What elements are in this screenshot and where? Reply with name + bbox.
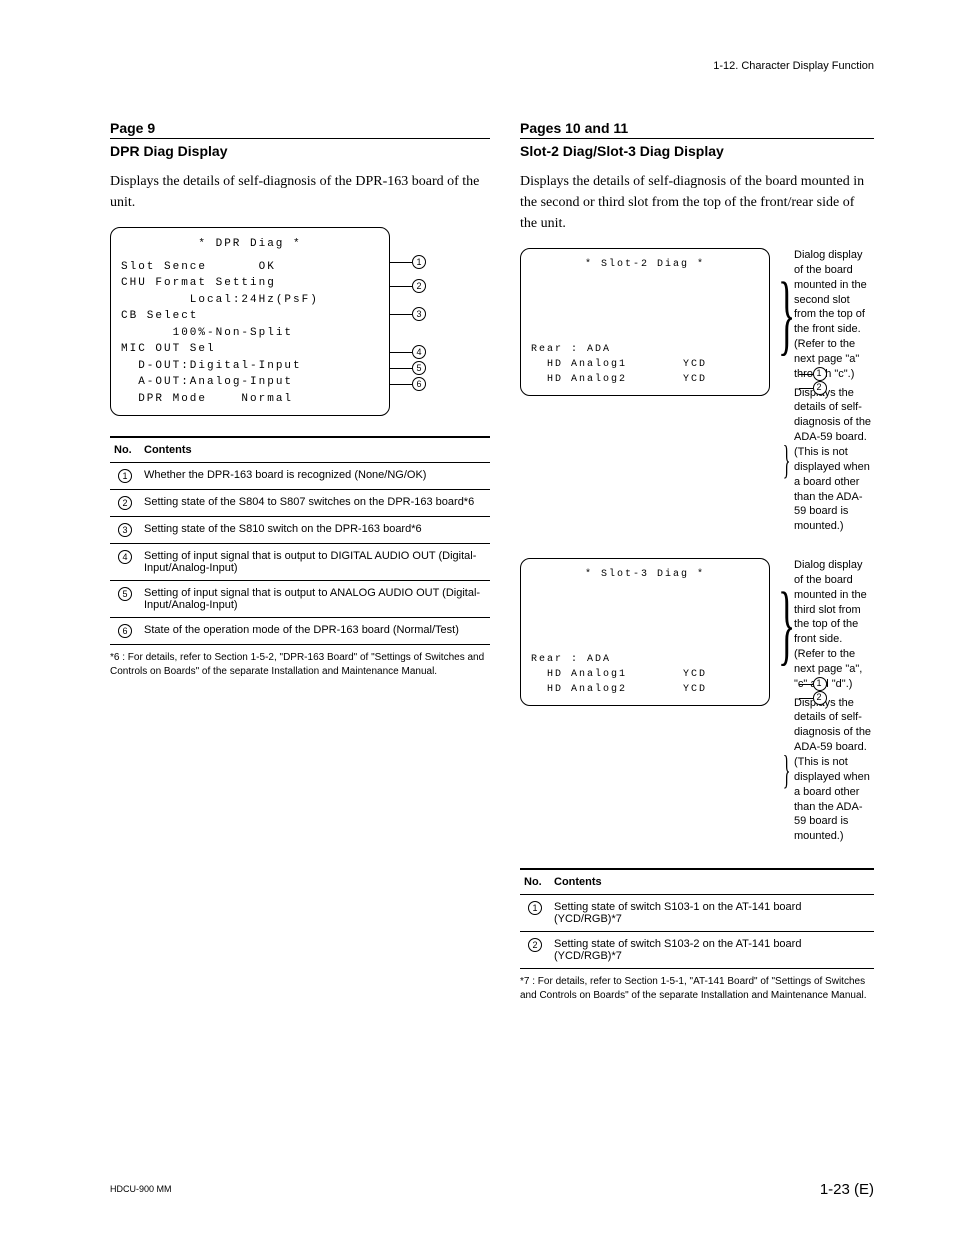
rule bbox=[110, 138, 490, 139]
footer-doc-id: HDCU-900 MM bbox=[110, 1184, 172, 1194]
slot3-l1: HD Analog1 YCD bbox=[531, 669, 707, 680]
dpr-line-4: 100%-Non-Split bbox=[121, 327, 293, 339]
slot2-l1: HD Analog1 YCD bbox=[531, 359, 707, 370]
dpr-line-1: CHU Format Setting bbox=[121, 277, 276, 289]
slot2-annot-bottom: Displays the details of self-diagnosis o… bbox=[794, 386, 874, 534]
row-num: 5 bbox=[118, 587, 132, 601]
slot3-diag-box: * Slot-3 Diag * Rear : ADA HD Analog1 YC… bbox=[520, 558, 770, 706]
callout-3: 3 bbox=[412, 307, 426, 321]
slot2-title: * Slot-2 Diag * bbox=[531, 257, 759, 272]
callout-6: 6 bbox=[412, 377, 426, 391]
right-column: Pages 10 and 11 Slot-2 Diag/Slot-3 Diag … bbox=[520, 120, 874, 1003]
slot3-l2: HD Analog2 YCD bbox=[531, 684, 707, 695]
slot3-annot-top: Dialog display of the board mounted in t… bbox=[794, 558, 874, 692]
dpr-line-5: MIC OUT Sel bbox=[121, 343, 216, 355]
header-section-ref: 1-12. Character Display Function bbox=[713, 60, 874, 72]
row-text: Setting of input signal that is output t… bbox=[140, 544, 490, 581]
slot3-c2: 2 bbox=[813, 691, 827, 705]
dpr-diag-wrap: * DPR Diag * Slot Sence OK CHU Format Se… bbox=[110, 227, 390, 416]
content-columns: Page 9 DPR Diag Display Displays the det… bbox=[110, 120, 874, 1003]
left-page-label: Page 9 bbox=[110, 120, 490, 136]
callout-5: 5 bbox=[412, 361, 426, 375]
right-table: No. Contents 1 Setting state of switch S1… bbox=[520, 868, 874, 969]
row-num: 2 bbox=[528, 938, 542, 952]
right-footnote: *7 : For details, refer to Section 1-5-1… bbox=[520, 975, 874, 1003]
slot3-c1: 1 bbox=[813, 677, 827, 691]
right-title: Slot-2 Diag/Slot-3 Diag Display bbox=[520, 143, 874, 159]
row-text: Setting state of the S804 to S807 switch… bbox=[140, 490, 490, 517]
row-text: Setting state of switch S103-1 on the AT… bbox=[550, 895, 874, 932]
right-intro: Displays the details of self-diagnosis o… bbox=[520, 171, 874, 234]
slot3-annot-bottom: Displays the details of self-diagnosis o… bbox=[794, 696, 874, 844]
slot3-row: * Slot-3 Diag * Rear : ADA HD Analog1 YC… bbox=[520, 558, 874, 848]
dpr-line-2: Local:24Hz(PsF) bbox=[121, 294, 319, 306]
callout-1: 1 bbox=[412, 255, 426, 269]
slot3-annotations: }Dialog display of the board mounted in … bbox=[780, 558, 874, 848]
right-page-label: Pages 10 and 11 bbox=[520, 120, 874, 136]
slot2-c1: 1 bbox=[813, 367, 827, 381]
slot2-diag-container: * Slot-2 Diag * Rear : ADA HD Analog1 YC… bbox=[520, 248, 770, 396]
th-contents: Contents bbox=[140, 437, 490, 463]
slot2-l2: HD Analog2 YCD bbox=[531, 374, 707, 385]
footer-page-num: 1-23 (E) bbox=[820, 1181, 874, 1198]
left-title: DPR Diag Display bbox=[110, 143, 490, 159]
dpr-line-0: Slot Sence OK bbox=[121, 261, 276, 273]
row-num: 2 bbox=[118, 496, 132, 510]
dpr-line-3: CB Select bbox=[121, 310, 198, 322]
rule bbox=[520, 138, 874, 139]
dpr-diag-box: * DPR Diag * Slot Sence OK CHU Format Se… bbox=[110, 227, 390, 416]
callout-2: 2 bbox=[412, 279, 426, 293]
th-no: No. bbox=[520, 869, 550, 895]
row-num: 4 bbox=[118, 550, 132, 564]
dpr-line-6: D-OUT:Digital-Input bbox=[121, 360, 302, 372]
left-column: Page 9 DPR Diag Display Displays the det… bbox=[110, 120, 490, 1003]
slot2-annotations: }Dialog display of the board mounted in … bbox=[780, 248, 874, 538]
dpr-diag-title: * DPR Diag * bbox=[121, 236, 379, 253]
dpr-line-8: DPR Mode Normal bbox=[121, 393, 293, 405]
slot2-row: * Slot-2 Diag * Rear : ADA HD Analog1 YC… bbox=[520, 248, 874, 538]
slot2-diag-box: * Slot-2 Diag * Rear : ADA HD Analog1 YC… bbox=[520, 248, 770, 396]
dpr-line-7: A-OUT:Analog-Input bbox=[121, 376, 293, 388]
slot2-annot-top: Dialog display of the board mounted in t… bbox=[794, 248, 874, 382]
th-no: No. bbox=[110, 437, 140, 463]
row-num: 3 bbox=[118, 523, 132, 537]
slot3-title: * Slot-3 Diag * bbox=[531, 567, 759, 582]
slot2-rear: Rear : ADA bbox=[531, 344, 611, 355]
row-text: Setting state of the S810 switch on the … bbox=[140, 517, 490, 544]
slot2-c2: 2 bbox=[813, 381, 827, 395]
dpr-callouts: 1 2 3 4 5 6 bbox=[390, 227, 430, 416]
left-footnote: *6 : For details, refer to Section 1-5-2… bbox=[110, 651, 490, 679]
left-intro: Displays the details of self-diagnosis o… bbox=[110, 171, 490, 213]
row-num: 1 bbox=[118, 469, 132, 483]
th-contents: Contents bbox=[550, 869, 874, 895]
callout-4: 4 bbox=[412, 345, 426, 359]
row-num: 1 bbox=[528, 901, 542, 915]
slot3-rear: Rear : ADA bbox=[531, 654, 611, 665]
row-text: Whether the DPR-163 board is recognized … bbox=[140, 463, 490, 490]
slot3-diag-container: * Slot-3 Diag * Rear : ADA HD Analog1 YC… bbox=[520, 558, 770, 706]
row-text: Setting of input signal that is output t… bbox=[140, 581, 490, 618]
row-num: 6 bbox=[118, 624, 132, 638]
left-table: No. Contents 1 Whether the DPR-163 board … bbox=[110, 436, 490, 645]
row-text: State of the operation mode of the DPR-1… bbox=[140, 618, 490, 645]
row-text: Setting state of switch S103-2 on the AT… bbox=[550, 932, 874, 969]
